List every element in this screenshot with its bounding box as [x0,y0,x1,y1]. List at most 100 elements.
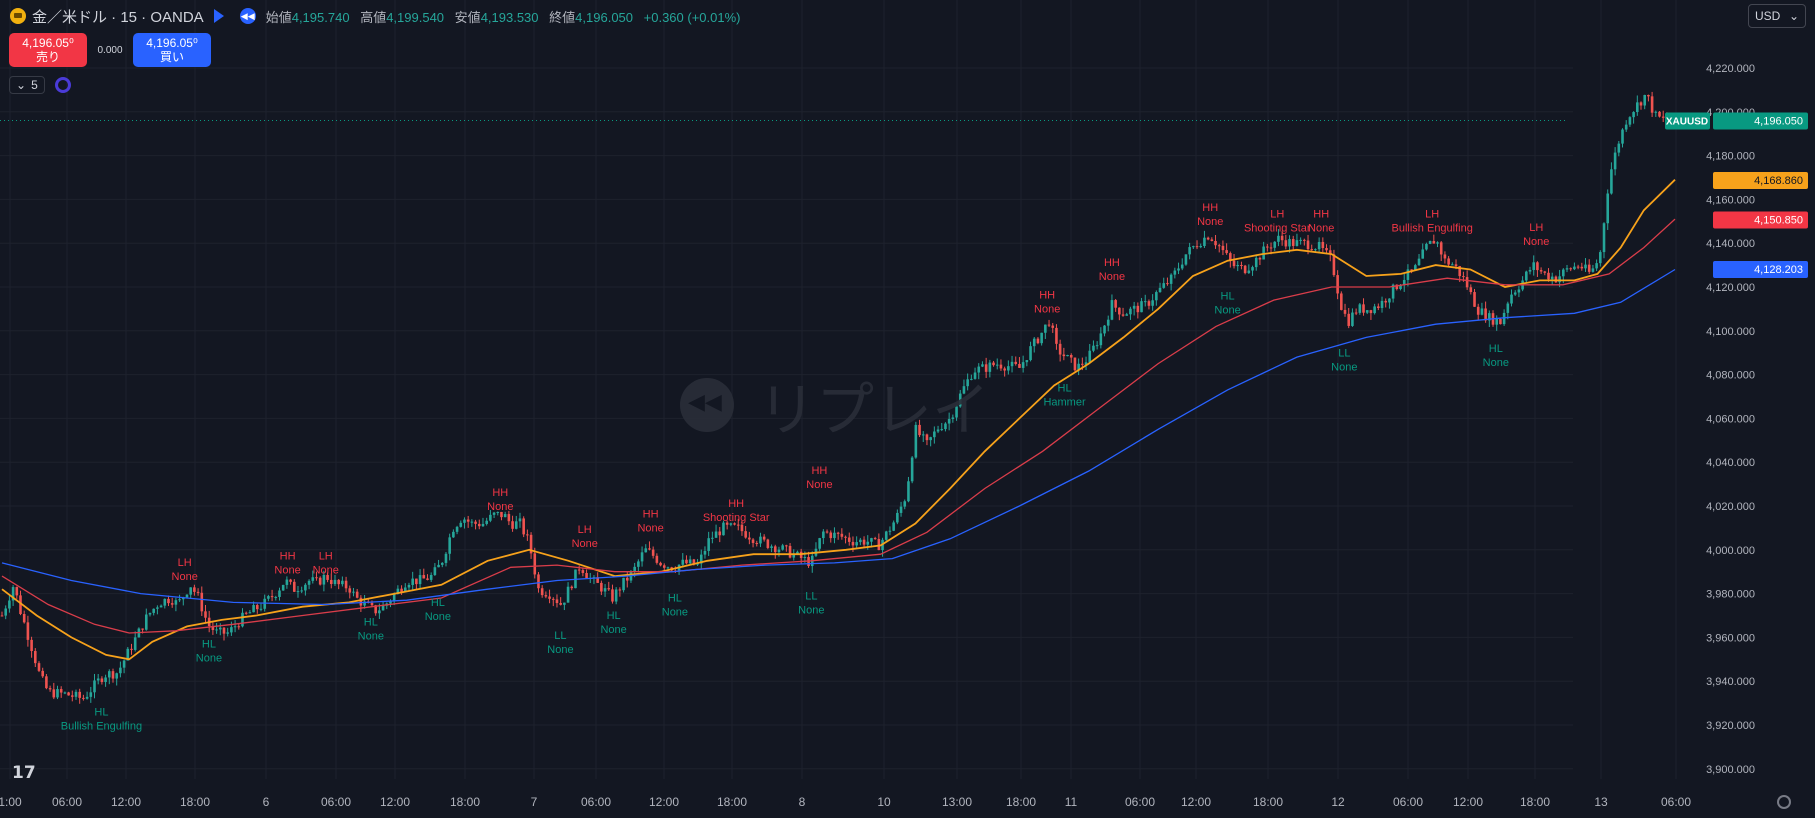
candle-body [1639,102,1643,106]
candle-body [1632,112,1635,118]
candle-body [241,612,244,627]
chevron-down-icon: ⌄ [16,78,27,92]
candle-body [296,591,300,593]
candle-body [1432,241,1436,244]
candle-body [100,678,104,683]
candle-body [733,523,736,525]
candle-body [418,575,422,585]
candle-body [1073,357,1077,371]
swing-label: LH [1270,209,1284,221]
gold-symbol-icon[interactable] [10,8,26,24]
candle-body [681,559,685,565]
candle-body [977,366,981,373]
candle-body [107,671,111,678]
candle-body [1229,253,1232,261]
candle-body [570,586,574,589]
spread-value: 0.000 [97,44,123,56]
candle-body [633,566,636,572]
time-tick-label: 06:00 [52,795,82,809]
candle-body [292,581,296,592]
swing-label: LH [319,550,333,562]
candle-body [777,549,781,553]
candle-body [622,577,625,591]
loading-spinner-icon [54,77,71,93]
candle-body [1351,312,1354,326]
candle-body [984,364,988,372]
swing-label: HL [202,639,216,651]
pattern-label: None [1214,304,1240,316]
indicators-toggle-button[interactable]: ⌄ 5 [9,76,45,94]
candle-body [163,598,167,606]
candle-body [544,595,548,597]
candle-body [1417,258,1421,266]
candle-body [1380,300,1384,309]
flag-icon[interactable] [213,9,224,23]
candle-body [322,574,326,585]
candle-body [466,519,470,522]
candle-body [907,481,910,502]
settings-icon[interactable] [1777,795,1791,809]
tradingview-logo[interactable]: 17 [12,763,36,783]
candle-body [1336,275,1339,294]
candle-body [884,531,888,540]
candle-body [444,553,448,563]
price-tick-label: 4,140.000 [1706,238,1755,250]
price-axis-badge-value: 4,150.850 [1754,214,1803,226]
candle-body [1406,269,1410,280]
pattern-label: None [1483,357,1509,369]
candle-body [1569,268,1573,270]
buy-button[interactable]: 4,196.05⁰ 買い [133,33,211,67]
candle-body [1225,250,1228,254]
time-tick-label: 12 [1331,795,1345,809]
candle-body [1517,289,1521,293]
candle-body [1606,193,1610,224]
candle-body [792,553,796,558]
candle-body [148,612,152,615]
sell-button[interactable]: 4,196.05⁰ 売り [9,33,87,67]
candle-body [614,589,618,602]
symbol-title[interactable]: 金／米ドル · 15 · OANDA [32,8,204,26]
candle-body [1317,241,1321,250]
candle-body [1136,305,1140,313]
sell-label: 売り [35,50,60,64]
candle-body [1658,111,1661,117]
candle-body [122,660,126,668]
candle-body [925,434,929,441]
pattern-label: None [196,653,222,665]
candle-body [496,511,500,513]
candle-body [407,584,411,588]
candle-body [1147,301,1151,306]
candle-body [411,578,414,585]
candle-body [1081,363,1084,365]
symbol-badge-text: XAUUSD [1666,116,1708,127]
candle-body [1465,277,1469,288]
pattern-label: None [172,571,198,583]
time-tick-label: 13:00 [942,795,972,809]
candle-body [463,519,466,523]
candle-body [603,588,607,592]
candle-body [45,676,48,689]
candle-body [1488,313,1491,321]
candle-body [1110,300,1114,320]
candle-body [1236,265,1240,267]
swing-label: LL [1338,347,1350,359]
high-label: 高値 [360,9,387,25]
candle-body [1410,269,1413,271]
candle-body [459,522,463,527]
candle-body [611,589,614,602]
candle-body [492,512,496,515]
candle-body [1621,129,1624,144]
swing-label: HL [1221,290,1235,302]
replay-icon[interactable]: ◀◀ [239,8,256,24]
price-tick-label: 4,000.000 [1706,545,1755,557]
candle-body [944,423,947,430]
candle-body [1332,254,1336,276]
candle-body [455,526,459,532]
candle-body [70,695,74,697]
candle-body [333,579,337,585]
candle-body [237,626,241,628]
currency-select[interactable]: USD ⌄ [1748,4,1806,28]
candle-body [788,545,792,558]
candle-body [1254,257,1258,268]
